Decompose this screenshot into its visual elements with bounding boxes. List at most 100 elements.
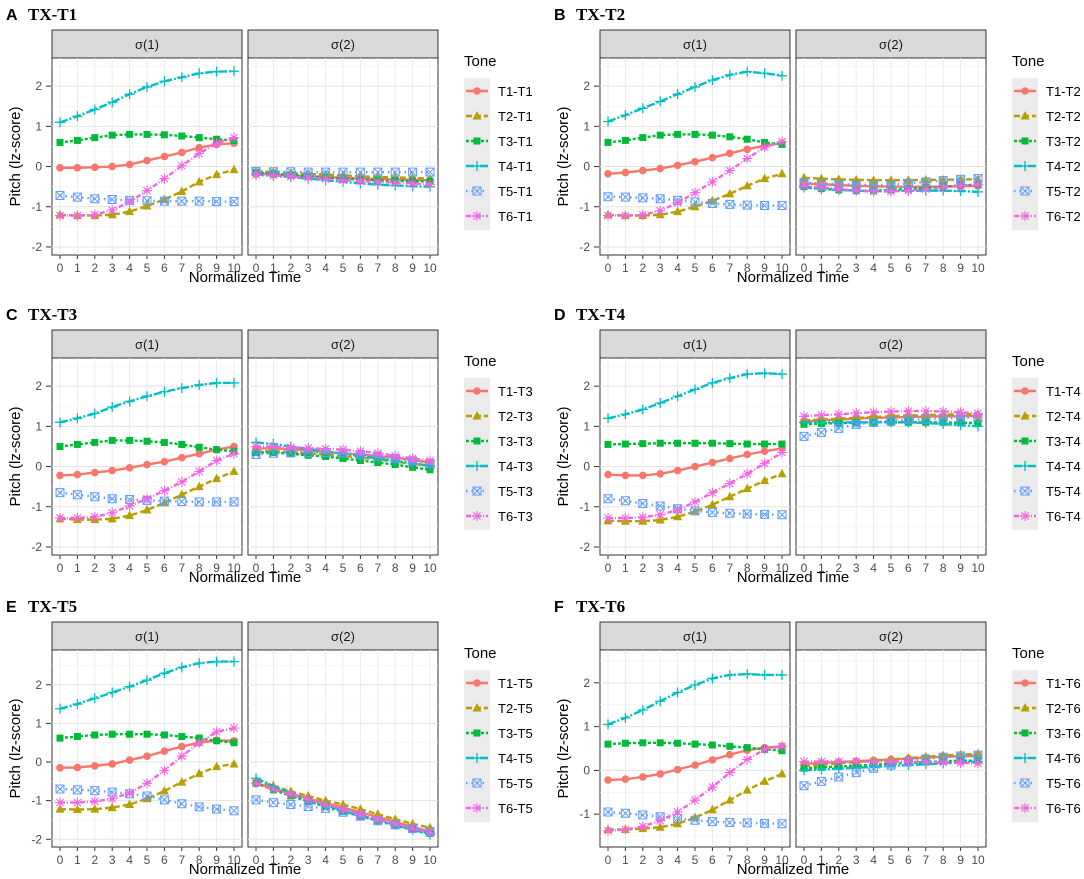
data-point: [304, 451, 312, 459]
data-point: [869, 175, 879, 184]
data-point: [408, 818, 418, 828]
data-point: [285, 789, 296, 800]
series-T6-T2: [603, 136, 787, 221]
y-tick-label: 0: [35, 160, 42, 174]
series-line: [59, 168, 235, 217]
data-point: [268, 441, 279, 452]
data-point: [159, 196, 169, 206]
data-point: [761, 440, 769, 448]
x-tick-label: 0: [253, 561, 260, 575]
legend-label: T6-T5: [498, 801, 533, 816]
data-point: [177, 799, 187, 809]
x-tick-label: 8: [196, 561, 203, 575]
x-tick-label: 8: [744, 261, 751, 275]
x-tick-label: 7: [726, 853, 733, 867]
data-point: [178, 733, 186, 741]
data-point: [799, 756, 809, 767]
data-point: [759, 68, 770, 79]
data-point: [742, 369, 753, 380]
x-axis-title: Normalized Time: [737, 861, 850, 878]
data-point: [621, 471, 630, 480]
data-point: [143, 437, 151, 445]
legend-key-marker: [1020, 703, 1030, 712]
x-tick-label: 4: [126, 853, 133, 867]
data-point: [725, 795, 735, 804]
series-T4-T5: [55, 656, 239, 714]
legend-key-background: [464, 78, 490, 230]
data-point: [355, 804, 365, 813]
data-point: [72, 192, 82, 202]
legend-item: T2-T2: [1014, 109, 1081, 124]
data-point: [229, 132, 239, 143]
panel-title: TX-T4: [576, 305, 626, 324]
data-point: [108, 466, 116, 475]
data-point: [726, 750, 734, 759]
data-point: [285, 442, 296, 453]
series-T6-T3: [251, 441, 435, 466]
legend-item: T4-T6: [1014, 751, 1081, 766]
data-point: [743, 440, 751, 448]
data-point: [178, 742, 186, 751]
data-point: [886, 416, 896, 426]
series-T2-T6: [603, 768, 787, 833]
data-point: [707, 507, 717, 517]
data-point: [90, 194, 100, 204]
data-point: [851, 185, 862, 196]
y-tick-label: 2: [35, 678, 42, 692]
data-point: [973, 179, 983, 190]
data-point: [89, 408, 100, 419]
series-T4-T2: [603, 66, 787, 127]
legend-key-marker: [473, 137, 481, 145]
data-point: [604, 740, 612, 748]
legend-key-marker: [1020, 186, 1030, 196]
data-point: [851, 419, 861, 429]
data-point: [903, 185, 914, 196]
x-tick-label: 1: [74, 261, 81, 275]
data-point: [690, 496, 700, 507]
series-line: [59, 762, 235, 811]
legend-key-marker: [1021, 679, 1029, 687]
data-point: [91, 468, 99, 477]
x-tick-label: 9: [957, 853, 964, 867]
series-T5-T4: [799, 413, 983, 441]
legend-key-marker: [1021, 87, 1029, 95]
data-point: [742, 509, 752, 519]
facet-1: σ(1) 0 1 2 3 4 5 6 7 8 9 10: [599, 329, 791, 575]
data-point: [921, 414, 931, 424]
data-point: [212, 497, 222, 507]
data-point: [656, 164, 664, 173]
facet-strip-label: σ(1): [683, 629, 707, 644]
data-point: [760, 776, 770, 785]
data-point: [73, 733, 81, 741]
data-point: [603, 192, 613, 202]
y-tick-label: 0: [583, 160, 590, 174]
data-point: [178, 148, 186, 157]
data-point: [955, 180, 966, 191]
data-point: [194, 768, 204, 778]
data-point: [124, 396, 135, 407]
data-point: [742, 669, 753, 680]
x-tick-label: 3: [657, 561, 664, 575]
y-tick-label: -2: [31, 240, 42, 254]
x-tick-label: 8: [392, 261, 399, 275]
data-point: [743, 450, 751, 459]
data-point: [195, 143, 203, 152]
data-point: [973, 421, 983, 432]
data-point: [251, 441, 261, 452]
data-point: [690, 384, 700, 395]
legend-label: T5-T1: [498, 184, 533, 199]
data-point: [903, 415, 913, 425]
x-tick-label: 9: [761, 561, 768, 575]
facet-strip: [599, 29, 791, 59]
data-point: [91, 731, 99, 739]
data-point: [886, 406, 896, 417]
data-point: [655, 696, 666, 707]
data-point: [408, 167, 418, 177]
data-point: [726, 133, 734, 141]
legend-item: T1-T1: [466, 84, 533, 99]
y-tick-label: 0: [35, 755, 42, 769]
x-tick-label: 1: [818, 261, 825, 275]
data-point: [143, 730, 151, 738]
data-point: [777, 768, 787, 778]
